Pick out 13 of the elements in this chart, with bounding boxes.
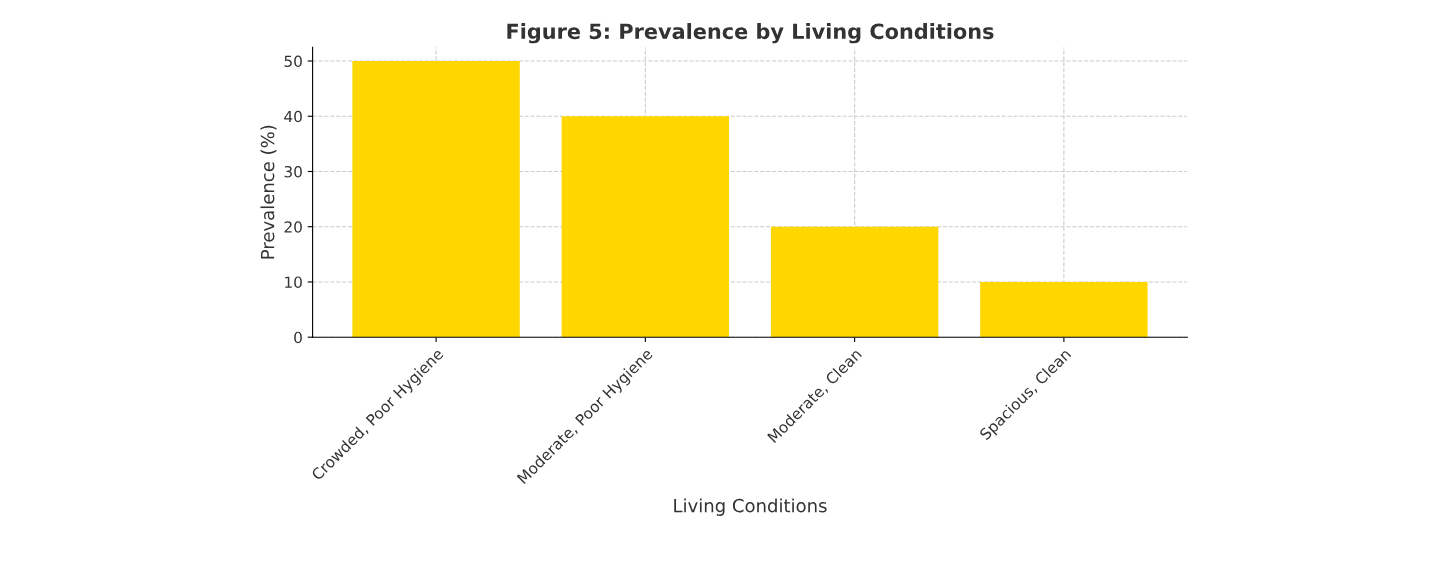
y-tick-label: 20 [284, 221, 302, 233]
y-tick-label: 0 [294, 331, 302, 344]
y-tick-label: 30 [284, 165, 302, 178]
y-tick-label: 50 [284, 55, 302, 68]
bar [770, 226, 939, 338]
x-axis-title: Living Conditions [674, 498, 827, 516]
bar [561, 116, 730, 338]
y-axis-title: Prevalence (%) [260, 125, 277, 259]
y-tick-label: 40 [284, 110, 302, 123]
chart-title: Figure 5: Prevalence by Living Conditions [507, 23, 994, 44]
bar [352, 61, 520, 338]
bar [980, 281, 1148, 338]
y-tick-label: 10 [285, 276, 302, 288]
